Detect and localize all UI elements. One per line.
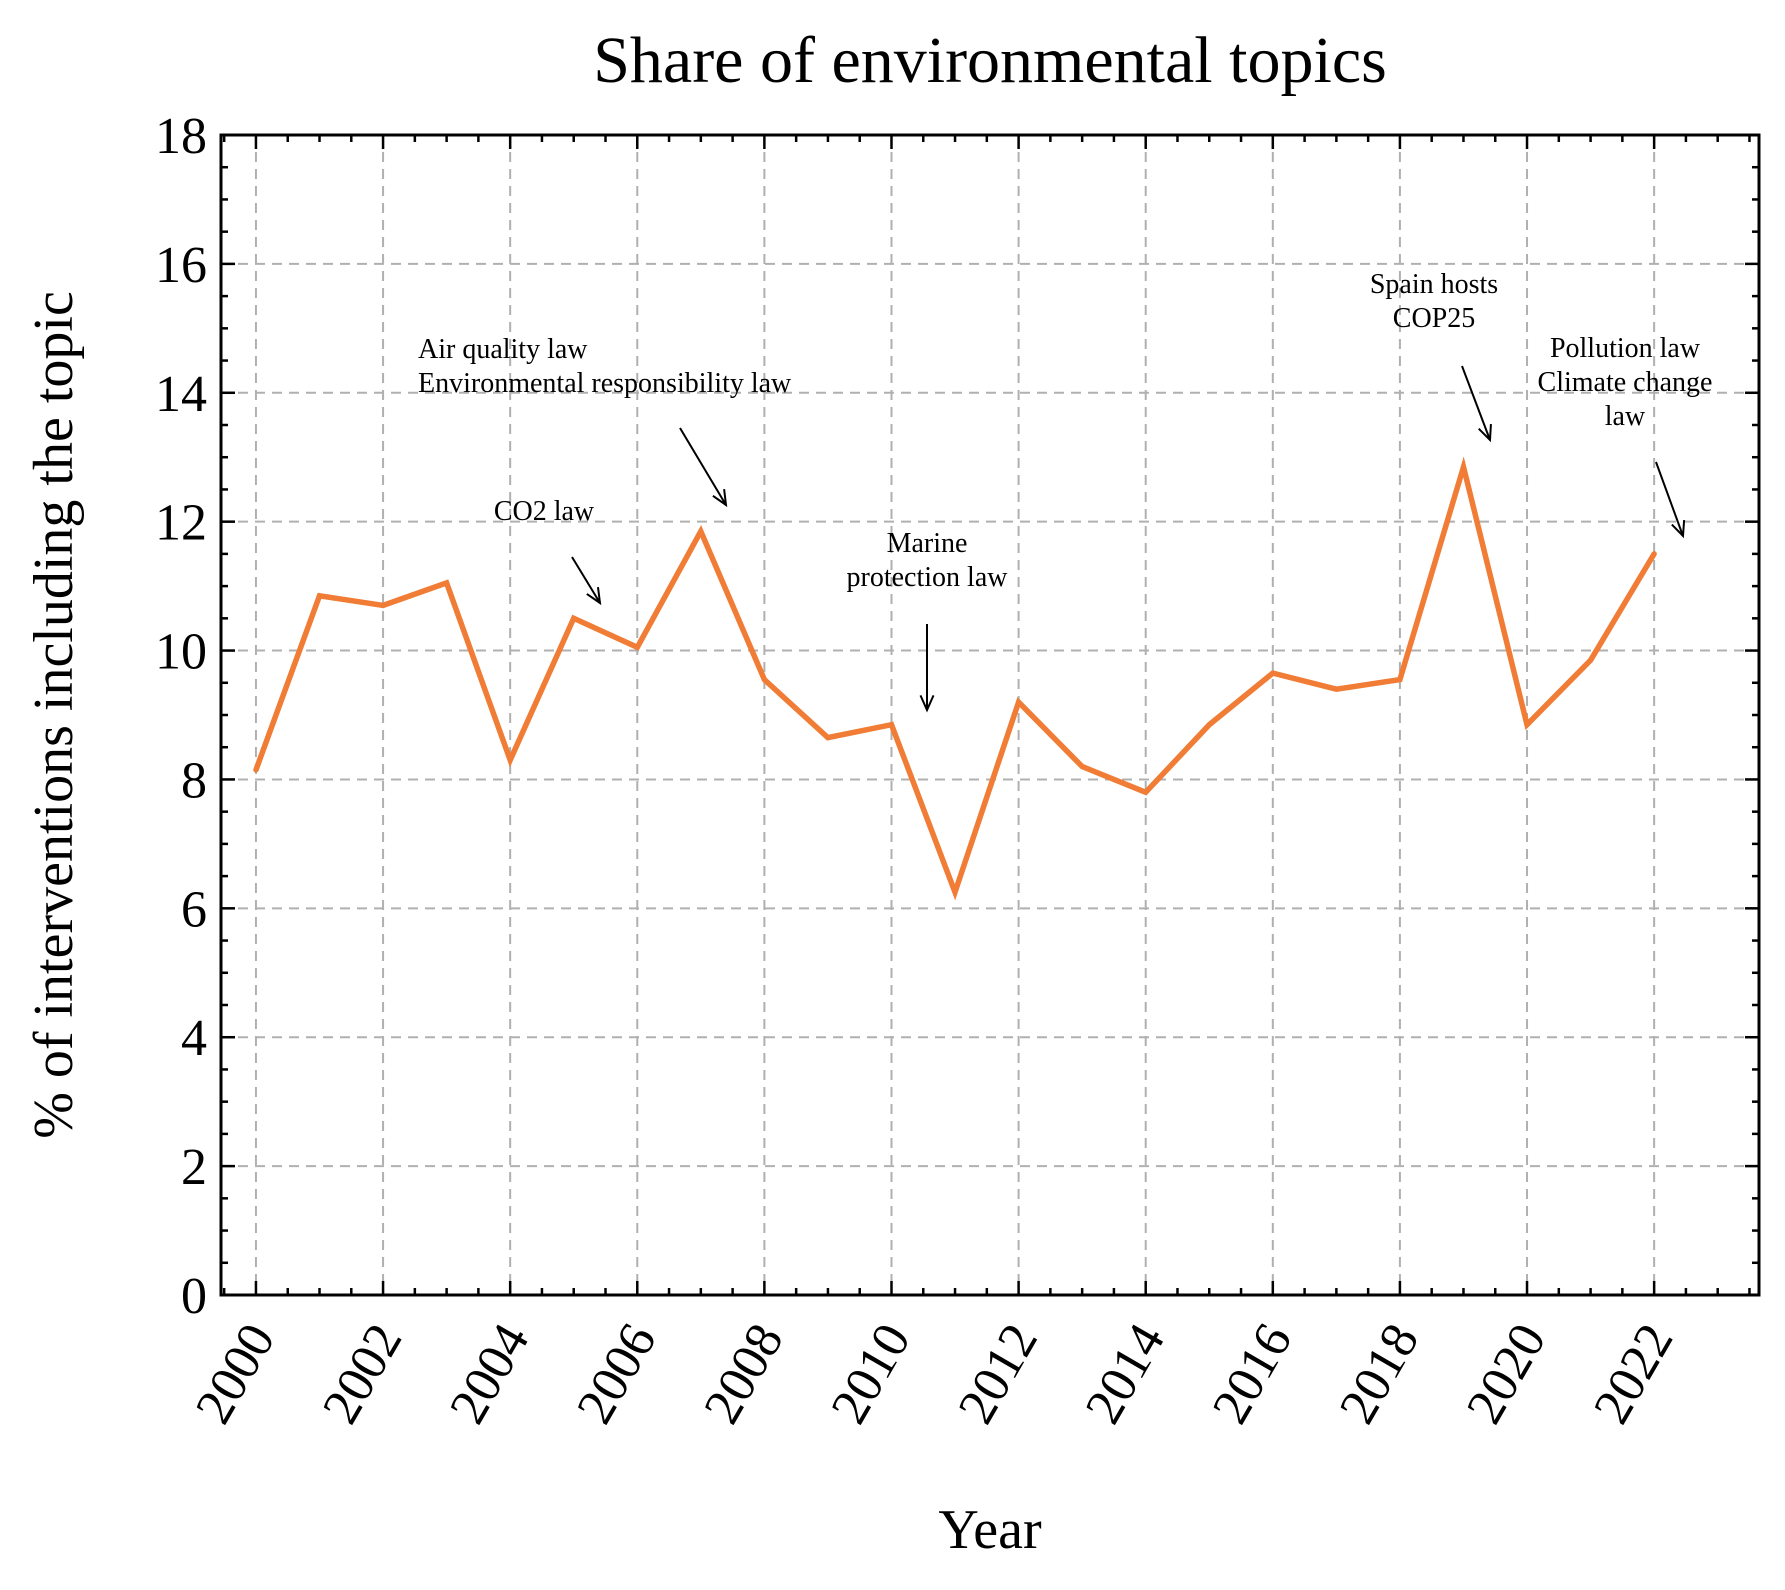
grid (221, 135, 1759, 1295)
x-tick-label: 2006 (566, 1315, 667, 1434)
annotation-arrowhead (1671, 519, 1686, 539)
y-tick-label: 14 (155, 366, 207, 423)
y-tick-label: 8 (181, 752, 207, 809)
annotation-arrowhead (919, 694, 935, 713)
x-tick-label: 2002 (312, 1315, 413, 1434)
x-tick-label: 2014 (1075, 1315, 1176, 1434)
y-tick-label: 2 (181, 1139, 207, 1196)
annotation: CO2 law (494, 496, 602, 606)
y-tick-label: 6 (181, 881, 207, 938)
annotation-text: law (1605, 401, 1646, 432)
y-tick-label: 18 (155, 108, 207, 165)
x-axis-label: Year (938, 1499, 1042, 1561)
x-tick-label: 2012 (948, 1315, 1049, 1434)
plot-frame (219, 133, 1761, 1297)
annotation-text: CO2 law (494, 496, 595, 527)
x-tick-label: 2004 (439, 1315, 540, 1434)
x-tick-label: 2000 (185, 1315, 286, 1434)
x-tick-label: 2020 (1456, 1315, 1557, 1434)
annotation-text: Spain hosts (1370, 269, 1498, 300)
annotation-arrowhead (712, 488, 728, 508)
y-tick-label: 10 (155, 624, 207, 681)
annotation-arrowhead (1478, 423, 1492, 443)
x-tick-label: 2010 (821, 1315, 922, 1434)
annotation-text: Climate change (1538, 367, 1713, 398)
annotation-arrow (1461, 365, 1491, 441)
series (253, 456, 1657, 901)
annotation-arrow (571, 556, 601, 604)
chart-title: Share of environmental topics (593, 24, 1387, 97)
annotation-text: Air quality law (418, 334, 588, 365)
annotation-text: Environmental responsibility law (418, 368, 792, 399)
y-tick-label: 12 (155, 495, 207, 552)
annotation-text: protection law (847, 562, 1009, 593)
x-tick-label: 2022 (1583, 1315, 1684, 1434)
annotation-arrowhead (586, 587, 602, 606)
x-tick-label: 2008 (693, 1315, 794, 1434)
y-tick-label: 0 (181, 1268, 207, 1325)
y-axis-label: % of interventions including the topic (23, 291, 85, 1139)
x-tick-label: 2018 (1329, 1315, 1430, 1434)
series-line (253, 456, 1657, 901)
x-tick-label: 2016 (1202, 1315, 1303, 1434)
annotation-text: COP25 (1393, 303, 1475, 334)
y-tick-label: 16 (155, 237, 207, 294)
axis-ticks (221, 133, 1759, 1297)
annotation-text: Marine (887, 528, 968, 559)
annotation-arrow (679, 427, 727, 506)
annotation-arrow (1655, 461, 1684, 537)
y-tick-label: 4 (181, 1010, 207, 1067)
annotation-text: Pollution law (1550, 333, 1701, 364)
